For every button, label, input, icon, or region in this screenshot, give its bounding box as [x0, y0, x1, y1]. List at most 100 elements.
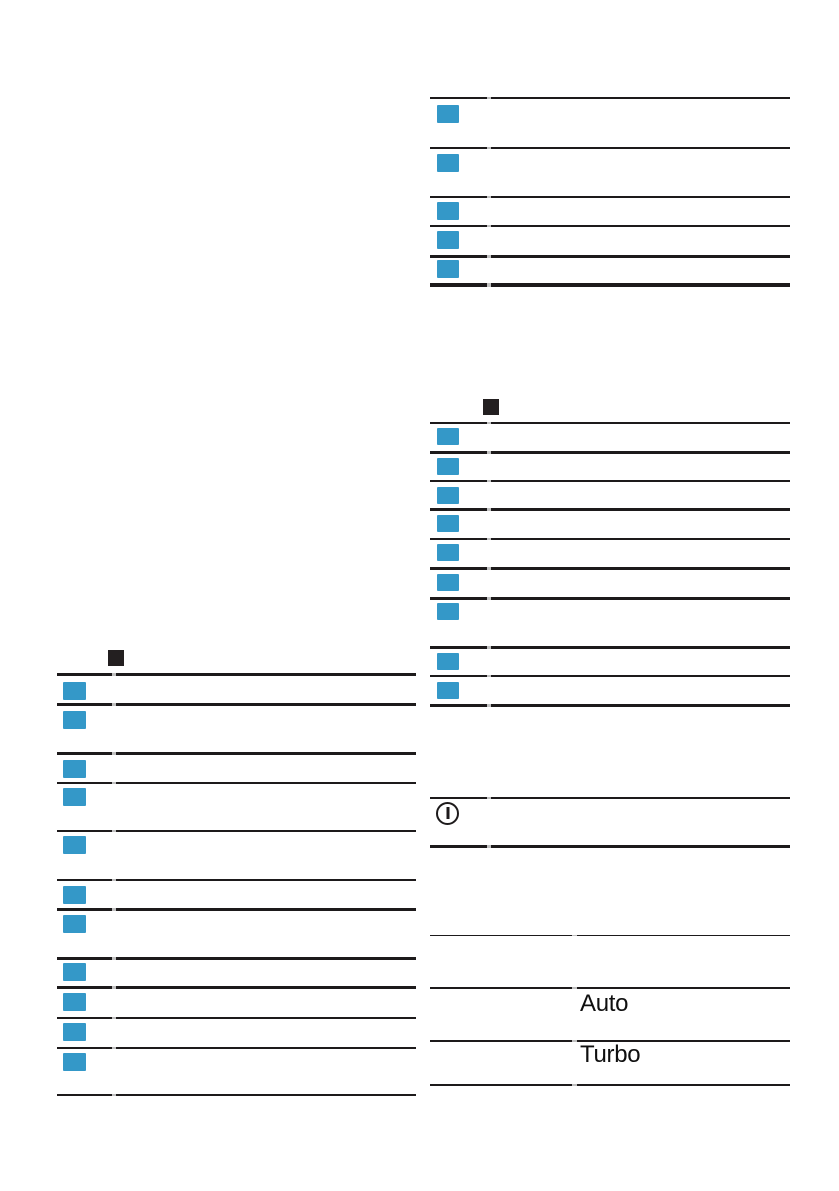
- table-rule-segment: [430, 844, 487, 848]
- table-rule-segment: [112, 986, 116, 989]
- item-marker-icon: [437, 428, 459, 445]
- table-rule-segment: [57, 673, 112, 676]
- table-rule-segment: [487, 225, 491, 227]
- table-rule: [430, 1040, 790, 1042]
- item-marker-icon: [437, 154, 459, 172]
- table-rule-segment: [491, 537, 790, 540]
- table-rule: [57, 702, 416, 706]
- table-rule-segment: [430, 196, 487, 198]
- table-rule-segment: [487, 796, 491, 799]
- table-rule-segment: [112, 702, 116, 706]
- table-rule-segment: [112, 956, 116, 960]
- table-rule: [430, 796, 790, 799]
- item-marker-icon: [437, 603, 459, 620]
- table-rule-segment: [430, 675, 487, 677]
- table-rule: [430, 479, 790, 482]
- image-placeholder-icon: [108, 650, 124, 666]
- item-marker-icon: [437, 682, 459, 699]
- table-rule-segment: [112, 781, 116, 784]
- table-rule-segment: [491, 254, 790, 258]
- table-rule-segment: [487, 421, 491, 424]
- table-rule-segment: [577, 1084, 790, 1086]
- item-marker-icon: [63, 1023, 86, 1041]
- table-rule-segment: [491, 567, 790, 570]
- table-rule-segment: [491, 479, 790, 482]
- table-rule-segment: [57, 752, 112, 755]
- table-rule-segment: [57, 1093, 112, 1096]
- table-rule-segment: [491, 844, 790, 848]
- table-rule: [430, 987, 790, 989]
- table-rule-segment: [116, 1093, 416, 1096]
- table-rule-segment: [577, 987, 790, 989]
- item-marker-icon: [437, 231, 459, 249]
- table-rule: [430, 567, 790, 570]
- table-rule-segment: [116, 781, 416, 784]
- table-rule-segment: [57, 829, 112, 832]
- table-rule-segment: [487, 254, 491, 258]
- table-rule-segment: [430, 934, 572, 936]
- table-rule-segment: [487, 196, 491, 198]
- table-rule: [430, 934, 790, 936]
- table-rule: [430, 421, 790, 424]
- table-rule-segment: [491, 282, 790, 287]
- table-rule-segment: [57, 908, 112, 911]
- table-rule-segment: [577, 1040, 790, 1042]
- table-rule: [430, 196, 790, 198]
- table-rule-segment: [491, 451, 790, 454]
- table-rule-segment: [430, 421, 487, 424]
- table-rule-segment: [577, 934, 790, 936]
- item-marker-icon: [63, 915, 86, 933]
- table-rule-segment: [116, 673, 416, 676]
- item-marker-icon: [63, 711, 86, 729]
- table-rule-segment: [487, 96, 491, 99]
- table-rule-segment: [430, 1084, 572, 1086]
- table-rule: [57, 1093, 416, 1096]
- table-rule-segment: [116, 908, 416, 911]
- table-rule-segment: [116, 1046, 416, 1049]
- table-rule-segment: [57, 1046, 112, 1049]
- item-marker-icon: [63, 760, 86, 778]
- item-marker-icon: [437, 105, 459, 123]
- table-rule-segment: [430, 1040, 572, 1042]
- table-rule-segment: [430, 567, 487, 570]
- table-rule-segment: [430, 508, 487, 511]
- item-marker-icon: [437, 458, 459, 475]
- table-rule-segment: [430, 646, 487, 649]
- item-marker-icon: [437, 574, 459, 591]
- table-rule: [57, 986, 416, 989]
- table-rule-segment: [430, 987, 572, 989]
- table-rule-segment: [430, 796, 487, 799]
- table-rule-segment: [491, 225, 790, 227]
- table-rule-segment: [491, 796, 790, 799]
- table-rule-segment: [487, 282, 491, 287]
- table-rule-segment: [487, 508, 491, 511]
- table-rule: [430, 282, 790, 287]
- table-rule-segment: [112, 752, 116, 755]
- table-rule-segment: [487, 703, 491, 707]
- item-marker-icon: [63, 788, 86, 806]
- table-rule-segment: [491, 646, 790, 649]
- table-rule-segment: [572, 1084, 577, 1086]
- table-rule-segment: [491, 508, 790, 511]
- table-rule-segment: [116, 1016, 416, 1019]
- table-rule: [57, 956, 416, 960]
- table-rule: [430, 844, 790, 848]
- table-rule-segment: [112, 673, 116, 676]
- table-rule-segment: [112, 908, 116, 911]
- table-rule-segment: [430, 597, 487, 600]
- table-rule-segment: [491, 196, 790, 198]
- table-rule-segment: [116, 752, 416, 755]
- table-rule-segment: [57, 781, 112, 784]
- table-rule-segment: [430, 282, 487, 287]
- table-rule-segment: [491, 597, 790, 600]
- table-rule-segment: [487, 844, 491, 848]
- table-rule-segment: [57, 702, 112, 706]
- item-marker-icon: [63, 682, 86, 700]
- item-marker-icon: [437, 515, 459, 532]
- item-marker-icon: [63, 993, 86, 1011]
- table-rule-segment: [116, 878, 416, 881]
- speed-label-turbo: Turbo: [580, 1041, 641, 1068]
- table-rule-segment: [491, 146, 790, 149]
- table-rule-segment: [487, 567, 491, 570]
- table-rule-segment: [491, 675, 790, 677]
